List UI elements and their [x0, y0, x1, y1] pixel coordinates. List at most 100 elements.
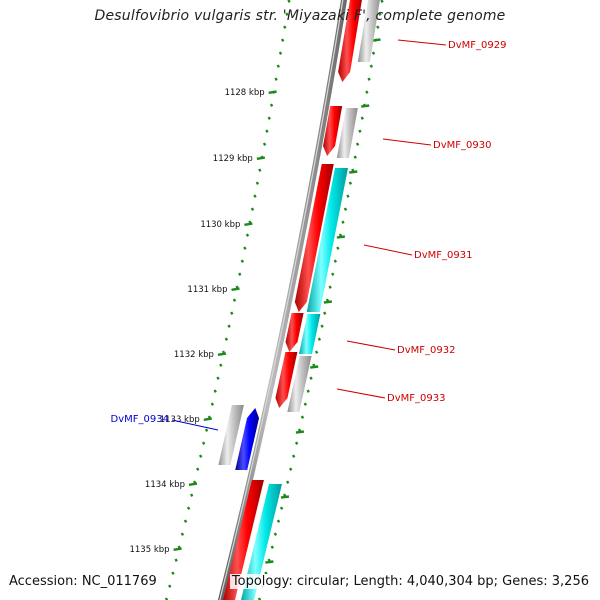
cds-feature[interactable] — [241, 484, 282, 600]
backbone-highlight — [219, 0, 344, 600]
scale-label: 1130 kbp — [200, 220, 240, 230]
tick-dot — [276, 64, 280, 68]
major-tick — [173, 547, 182, 551]
tick-dot — [257, 597, 262, 600]
cds-feature[interactable] — [298, 314, 321, 354]
major-tick — [268, 90, 277, 94]
cds-feature[interactable] — [306, 168, 349, 312]
scale-label: 1135 kbp — [129, 545, 169, 555]
major-tick — [231, 287, 240, 291]
tick-dot — [230, 311, 234, 315]
tick-dot — [303, 402, 308, 406]
gene-leader-line — [346, 340, 396, 351]
gene-DvMF_0933-feature[interactable] — [275, 352, 298, 408]
gene-DvMF_0929-feature[interactable] — [338, 0, 364, 82]
gene-label-DvMF_0932[interactable]: DvMF_0932 — [397, 345, 455, 356]
gray-feature[interactable] — [218, 405, 244, 465]
gene-leader-line — [171, 419, 219, 431]
tick-dot — [189, 493, 194, 497]
scale-label: 1134 kbp — [145, 480, 185, 490]
gene-labels: DvMF_0929 DvMF_0930 DvMF_0931 DvMF_0932 DvMF… — [111, 39, 506, 431]
tick-dot — [336, 246, 340, 250]
tick-dot — [180, 532, 185, 536]
tick-dot — [279, 506, 284, 510]
scale-label: 1133 kbp — [160, 415, 200, 425]
tick-dot — [273, 532, 278, 536]
tick-dot — [224, 337, 229, 341]
tick-dot — [286, 480, 290, 484]
tick-dot — [201, 441, 206, 445]
backbone-line — [217, 0, 348, 600]
major-tick — [295, 430, 305, 434]
gray-feature[interactable] — [357, 0, 382, 62]
tick-dot — [262, 142, 267, 146]
gene-DvMF_0931-feature[interactable] — [294, 164, 334, 312]
major-tick — [349, 170, 358, 174]
tick-dot — [267, 116, 271, 120]
gene-label-DvMF_0933[interactable]: DvMF_0933 — [387, 393, 445, 404]
tick-dot — [291, 454, 296, 458]
gray-feature[interactable] — [336, 108, 358, 158]
gene-leader-line — [397, 39, 447, 46]
tick-dot — [164, 597, 169, 600]
major-tick — [203, 417, 212, 421]
tick-dot — [314, 350, 319, 354]
gene-label-DvMF_0934[interactable]: DvMF_0934 — [111, 414, 169, 425]
tick-dot — [210, 402, 215, 406]
tick-dot — [289, 467, 293, 471]
tick-dot — [348, 181, 353, 185]
tick-dot — [253, 194, 257, 198]
tick-dot — [346, 194, 350, 198]
tick-dot — [243, 246, 247, 250]
tick-dot — [358, 129, 362, 133]
gene-label-DvMF_0930[interactable]: DvMF_0930 — [433, 140, 491, 151]
gene-leader-line — [382, 138, 432, 146]
tick-dot — [238, 272, 242, 276]
major-tick — [265, 560, 274, 564]
tick-dot — [269, 103, 274, 107]
tick-dot — [369, 64, 373, 68]
gene-label-DvMF_0929[interactable]: DvMF_0929 — [448, 40, 506, 51]
gene-feature[interactable] — [223, 480, 264, 600]
tick-dot — [240, 259, 245, 263]
tick-dot — [378, 12, 382, 16]
tick-dot — [219, 363, 223, 367]
major-tick — [336, 235, 346, 239]
genome-summary-text: Topology: circular; Length: 4,040,304 bp… — [229, 574, 591, 589]
tick-dot — [371, 51, 376, 55]
tick-dot — [216, 376, 220, 380]
tick-dot — [367, 77, 371, 81]
gene-DvMF_0930-feature[interactable] — [323, 106, 343, 156]
tick-dot — [198, 454, 203, 458]
major-tick — [361, 104, 370, 108]
tick-dot — [328, 285, 332, 289]
major-tick — [323, 300, 333, 304]
gene-DvMF_0934-feature[interactable] — [235, 408, 260, 470]
tick-dot — [287, 0, 291, 3]
tick-dot — [320, 324, 324, 328]
gene-DvMF_0932-feature[interactable] — [285, 313, 304, 352]
tick-dot — [280, 38, 285, 42]
tick-dot — [285, 12, 289, 16]
major-tick — [217, 352, 227, 356]
tick-dot — [376, 25, 380, 29]
feature-tracks — [218, 0, 382, 600]
major-tick — [244, 222, 253, 226]
tick-dot — [278, 51, 283, 55]
tick-ring: 1128 kbp 1129 kbp 1130 kbp 1131 kbp 1132 kbp… — [129, 0, 384, 600]
scale-label: 1128 kbp — [225, 88, 265, 98]
tick-dot — [309, 376, 313, 380]
tick-dot — [355, 142, 360, 146]
tick-dot — [360, 116, 364, 120]
gray-feature[interactable] — [287, 356, 312, 412]
tick-dot — [255, 181, 260, 185]
map-title: Desulfovibrio vulgaris str. 'Miyazaki F'… — [94, 8, 506, 24]
major-tick — [280, 495, 290, 499]
tick-dot — [365, 90, 369, 94]
major-tick — [256, 156, 266, 160]
tick-dot — [213, 389, 217, 393]
gene-label-DvMF_0931[interactable]: DvMF_0931 — [414, 250, 472, 261]
tick-dot — [274, 77, 278, 81]
